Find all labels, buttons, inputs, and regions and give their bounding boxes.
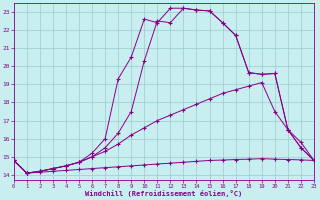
X-axis label: Windchill (Refroidissement éolien,°C): Windchill (Refroidissement éolien,°C): [85, 190, 243, 197]
